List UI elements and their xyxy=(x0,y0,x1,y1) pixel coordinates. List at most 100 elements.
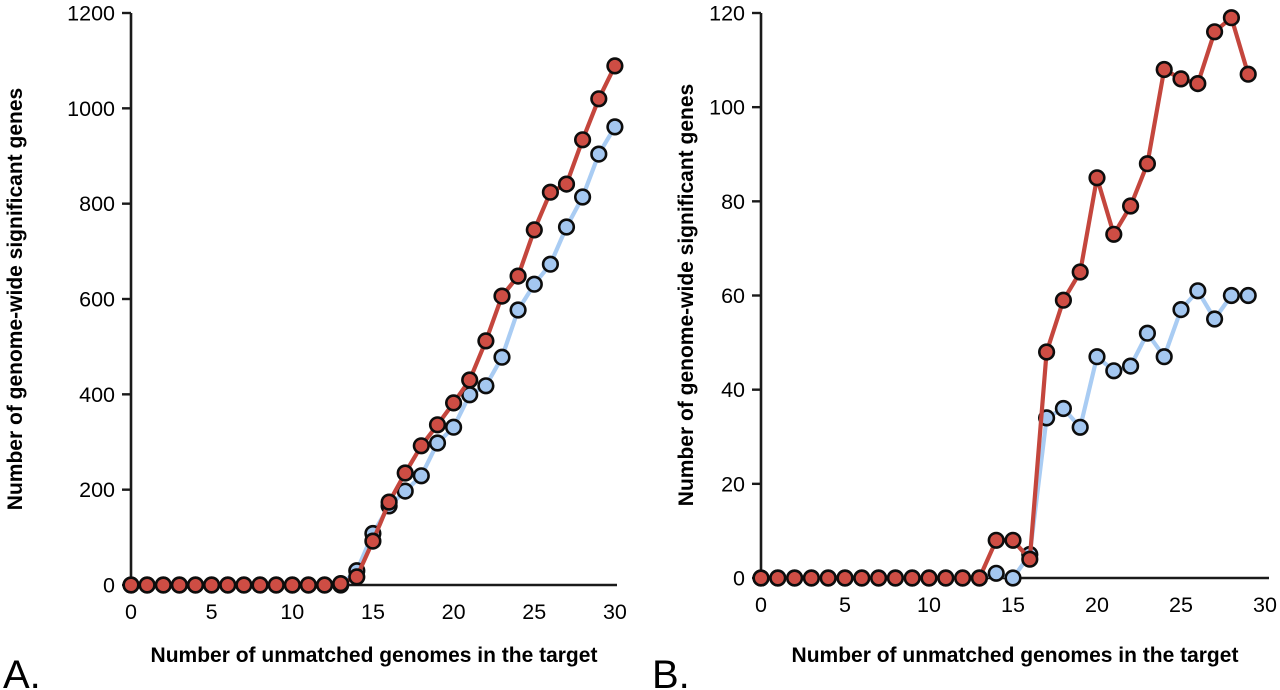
data-point-blue xyxy=(396,482,414,500)
data-point-red xyxy=(267,576,285,594)
data-point-red xyxy=(786,569,804,587)
data-point-red xyxy=(1122,197,1140,215)
data-point-blue xyxy=(1172,301,1190,319)
data-point-red xyxy=(170,576,188,594)
data-point-red xyxy=(299,576,318,594)
data-point-red xyxy=(752,569,770,587)
data-point-blue xyxy=(525,275,543,293)
data-point-blue xyxy=(590,145,608,163)
data-point-blue xyxy=(1122,357,1140,375)
series-line-red xyxy=(128,63,618,588)
x-axis-title: Number of unmatched genomes in the targe… xyxy=(792,644,1239,667)
data-point-blue xyxy=(541,255,560,273)
data-point-blue xyxy=(1155,348,1173,366)
x-tick-label: 5 xyxy=(839,593,851,617)
data-point-blue xyxy=(606,118,624,136)
data-point-red xyxy=(870,569,888,587)
data-point-red xyxy=(541,183,560,201)
chart-panel-b: 0 20 40 60 80 100 120 0 5 10 15 20 25 30 Number of gen… xyxy=(652,2,1277,690)
x-tick-label: 30 xyxy=(1253,593,1277,617)
data-point-red xyxy=(557,175,576,193)
data-point-blue xyxy=(1054,399,1073,418)
x-axis-title: Number of unmatched genomes in the targe… xyxy=(151,644,598,667)
data-point-blue xyxy=(412,467,430,485)
x-tick-label: 0 xyxy=(125,600,137,624)
series-line-blue xyxy=(758,288,1251,581)
data-point-red xyxy=(903,569,921,587)
data-point-red xyxy=(836,569,854,587)
y-tick-label: 40 xyxy=(721,378,745,402)
series-line-red xyxy=(758,15,1251,581)
data-point-red xyxy=(590,90,608,108)
data-point-blue xyxy=(1239,286,1257,305)
data-point-red xyxy=(461,371,479,389)
x-tick-label: 0 xyxy=(755,593,767,617)
x-tick-label: 15 xyxy=(1001,593,1025,617)
panel-letter: B. xyxy=(652,653,690,690)
y-tick-label: 0 xyxy=(733,567,745,591)
y-tick-label: 1000 xyxy=(67,97,115,121)
y-tick-label: 120 xyxy=(709,2,745,26)
data-point-blue xyxy=(428,434,447,452)
data-point-red xyxy=(937,569,955,587)
y-axis-title: Number of genome-wide significant genes xyxy=(4,88,27,510)
data-point-red xyxy=(987,531,1005,549)
data-point-red xyxy=(769,569,787,587)
data-point-blue xyxy=(557,218,576,236)
data-point-red xyxy=(428,416,447,434)
data-point-red xyxy=(920,569,938,587)
data-point-blue xyxy=(445,418,463,436)
data-point-red xyxy=(122,576,140,594)
data-point-red xyxy=(251,576,269,594)
data-point-red xyxy=(316,576,334,594)
y-tick-label: 1200 xyxy=(67,2,115,26)
y-tick-label: 20 xyxy=(721,472,745,496)
data-point-red xyxy=(573,131,592,149)
data-point-red xyxy=(1105,225,1123,243)
data-point-red xyxy=(1222,9,1241,27)
x-tick-label: 20 xyxy=(442,600,466,624)
data-point-red xyxy=(1205,23,1224,41)
data-point-red xyxy=(364,532,382,550)
panel-letter: A. xyxy=(3,653,41,690)
data-point-red xyxy=(219,576,237,594)
data-point-blue xyxy=(1071,418,1089,436)
x-tick-label: 20 xyxy=(1085,593,1109,617)
data-point-red xyxy=(186,576,205,594)
data-point-blue xyxy=(493,348,511,366)
data-point-red xyxy=(138,576,156,594)
data-point-red xyxy=(1189,74,1207,93)
y-tick-label: 600 xyxy=(79,288,115,312)
data-point-red xyxy=(235,576,253,594)
data-point-red xyxy=(525,221,543,239)
data-point-red xyxy=(412,437,430,455)
data-point-blue xyxy=(1004,569,1022,587)
y-tick-label: 60 xyxy=(721,284,745,308)
data-point-red xyxy=(970,569,989,587)
data-point-red xyxy=(606,57,624,75)
data-point-red xyxy=(1038,343,1056,361)
x-tick-label: 15 xyxy=(361,600,385,624)
data-point-red xyxy=(802,569,820,587)
x-tick-label: 10 xyxy=(917,593,941,617)
data-point-red xyxy=(1155,60,1173,79)
data-point-red xyxy=(509,267,527,285)
data-point-blue xyxy=(477,377,495,395)
data-point-red xyxy=(1054,291,1073,309)
data-point-red xyxy=(332,574,350,593)
data-point-red xyxy=(445,394,463,412)
data-point-red xyxy=(203,576,221,594)
y-tick-label: 0 xyxy=(103,574,115,598)
data-point-red xyxy=(477,332,495,350)
data-point-red xyxy=(283,576,301,594)
data-point-blue xyxy=(509,301,527,319)
data-point-blue xyxy=(1189,282,1207,300)
data-point-red xyxy=(380,493,398,511)
data-point-red xyxy=(1138,155,1157,173)
x-tick-label: 25 xyxy=(1169,593,1193,617)
y-axis-title: Number of genome-wide significant genes xyxy=(675,84,698,506)
data-point-blue xyxy=(1222,286,1241,305)
y-tick-label: 800 xyxy=(79,192,115,216)
